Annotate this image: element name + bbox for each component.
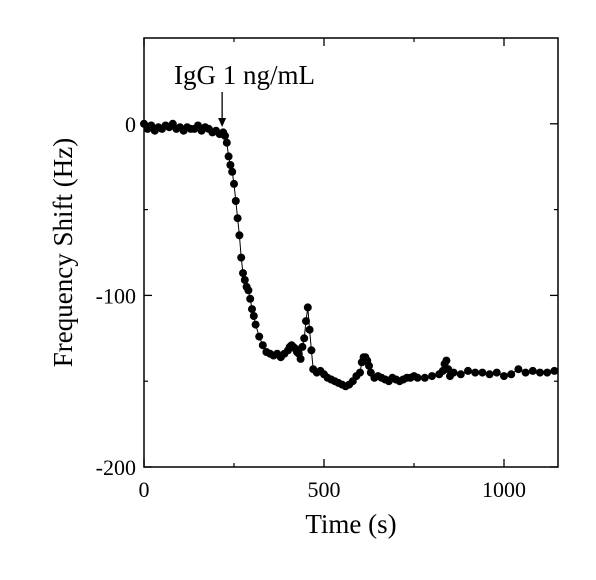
- series-line: [143, 123, 555, 387]
- data-point: [226, 161, 235, 169]
- data-point: [420, 373, 429, 382]
- data-point: [442, 356, 451, 365]
- data-point: [528, 366, 537, 375]
- data-point: [356, 368, 364, 377]
- data-point: [514, 365, 523, 374]
- data-point: [233, 214, 242, 223]
- data-point: [449, 368, 458, 377]
- data-point: [239, 269, 247, 278]
- axis-ticks: [143, 38, 558, 468]
- tick-labels: 0 500 1000 0 -100 -200: [96, 112, 526, 502]
- data-point: [543, 368, 552, 377]
- data-point: [240, 276, 249, 284]
- data-point: [303, 303, 312, 312]
- data-point: [249, 312, 258, 320]
- x-axis-title: Time (s): [305, 509, 396, 539]
- data-point: [302, 317, 310, 326]
- data-point: [230, 179, 238, 188]
- data-point: [224, 152, 233, 161]
- data-point: [246, 294, 255, 303]
- data-series: [140, 119, 559, 391]
- data-point: [464, 366, 472, 375]
- y-tick-label: 0: [125, 112, 136, 137]
- arrow-head: [218, 117, 227, 127]
- injection-arrow: [218, 92, 227, 127]
- data-point: [228, 167, 237, 176]
- data-point: [300, 334, 309, 343]
- data-point: [221, 131, 229, 140]
- data-point: [478, 368, 487, 377]
- data-point: [507, 370, 516, 379]
- y-tick-label: -100: [96, 283, 136, 308]
- data-point: [305, 325, 314, 334]
- data-point: [428, 372, 436, 381]
- y-axis-title: Frequency Shift (Hz): [48, 138, 78, 367]
- data-point: [296, 354, 305, 363]
- data-point: [298, 342, 307, 351]
- data-point: [237, 253, 246, 262]
- data-point: [471, 368, 480, 377]
- y-tick-label: -200: [96, 455, 136, 480]
- data-point: [521, 368, 530, 377]
- data-point: [258, 341, 267, 350]
- data-point: [413, 373, 422, 382]
- data-point: [485, 370, 494, 379]
- data-point: [536, 368, 544, 377]
- data-point: [492, 368, 501, 377]
- data-point: [550, 366, 559, 375]
- injection-annotation: IgG 1 ng/mL: [174, 60, 315, 90]
- data-point: [231, 197, 240, 205]
- data-point: [235, 231, 244, 240]
- data-point: [251, 320, 260, 329]
- data-point: [244, 286, 253, 295]
- data-point: [500, 372, 508, 381]
- data-point: [365, 361, 373, 370]
- data-point: [248, 305, 256, 314]
- data-point: [222, 138, 231, 147]
- x-tick-label: 1000: [482, 477, 526, 502]
- plot-frame: [143, 37, 559, 468]
- x-tick-label: 0: [139, 477, 150, 502]
- x-tick-label: 500: [308, 477, 341, 502]
- data-point: [456, 370, 465, 379]
- data-point: [255, 332, 264, 341]
- data-point: [307, 346, 316, 355]
